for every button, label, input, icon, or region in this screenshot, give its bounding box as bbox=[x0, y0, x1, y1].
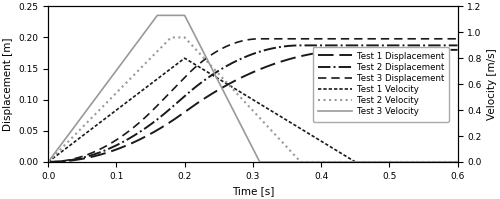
Test 1 Displacement bbox=[454, 49, 460, 51]
Line: Test 2 Displacement: Test 2 Displacement bbox=[48, 45, 458, 162]
Test 3 Displacement bbox=[244, 39, 250, 41]
Test 3 Displacement bbox=[442, 38, 448, 40]
Test 2 Velocity bbox=[244, 104, 250, 106]
Line: Test 3 Velocity: Test 3 Velocity bbox=[48, 15, 458, 162]
Test 3 Displacement bbox=[443, 38, 449, 40]
Test 3 Velocity bbox=[442, 161, 448, 163]
Test 3 Displacement bbox=[454, 38, 460, 40]
Test 1 Displacement bbox=[66, 160, 72, 162]
Test 3 Velocity bbox=[368, 161, 374, 163]
Test 2 Velocity bbox=[442, 161, 448, 163]
Test 2 Velocity bbox=[234, 92, 239, 94]
Test 2 Velocity bbox=[66, 139, 72, 142]
Test 3 Velocity bbox=[244, 137, 250, 139]
Test 3 Velocity bbox=[154, 14, 160, 17]
Test 1 Displacement bbox=[234, 79, 239, 81]
Test 3 Displacement bbox=[45, 161, 51, 163]
Test 1 Displacement bbox=[352, 49, 358, 51]
Test 3 Velocity bbox=[454, 161, 460, 163]
Test 2 Velocity bbox=[443, 161, 449, 163]
X-axis label: Time [s]: Time [s] bbox=[232, 186, 274, 196]
Test 1 Velocity bbox=[45, 161, 51, 163]
Test 1 Displacement bbox=[45, 161, 51, 163]
Test 2 Displacement bbox=[298, 44, 304, 47]
Test 1 Displacement bbox=[443, 49, 449, 51]
Test 2 Velocity bbox=[368, 161, 374, 163]
Test 2 Displacement bbox=[368, 44, 374, 47]
Legend: Test 1 Displacement, Test 2 Displacement, Test 3 Displacement, Test 1 Velocity, : Test 1 Displacement, Test 2 Displacement… bbox=[312, 47, 449, 122]
Test 3 Velocity bbox=[45, 161, 51, 163]
Test 2 Displacement bbox=[66, 159, 72, 162]
Y-axis label: Velocity [m/s]: Velocity [m/s] bbox=[487, 48, 497, 120]
Test 1 Velocity bbox=[66, 145, 72, 147]
Test 2 Displacement bbox=[442, 44, 448, 47]
Test 1 Displacement bbox=[244, 74, 250, 76]
Test 3 Velocity bbox=[234, 116, 239, 118]
Test 3 Displacement bbox=[234, 41, 239, 44]
Test 1 Displacement bbox=[368, 49, 374, 51]
Test 3 Displacement bbox=[368, 38, 374, 40]
Test 2 Displacement bbox=[234, 60, 239, 62]
Line: Test 3 Displacement: Test 3 Displacement bbox=[48, 39, 458, 162]
Test 3 Velocity bbox=[443, 161, 449, 163]
Test 3 Velocity bbox=[66, 133, 72, 135]
Test 1 Velocity bbox=[443, 161, 449, 163]
Test 1 Velocity bbox=[244, 95, 250, 98]
Test 1 Velocity bbox=[182, 57, 188, 60]
Test 2 Velocity bbox=[45, 161, 51, 163]
Test 1 Velocity bbox=[454, 161, 460, 163]
Test 3 Displacement bbox=[256, 38, 262, 40]
Test 3 Displacement bbox=[66, 159, 72, 161]
Test 2 Displacement bbox=[45, 161, 51, 163]
Line: Test 2 Velocity: Test 2 Velocity bbox=[48, 37, 458, 162]
Line: Test 1 Displacement: Test 1 Displacement bbox=[48, 50, 458, 162]
Test 1 Velocity bbox=[368, 161, 374, 163]
Test 2 Velocity bbox=[454, 161, 460, 163]
Test 2 Displacement bbox=[244, 55, 250, 57]
Test 2 Velocity bbox=[168, 36, 174, 39]
Y-axis label: Displacement [m]: Displacement [m] bbox=[3, 37, 13, 131]
Line: Test 1 Velocity: Test 1 Velocity bbox=[48, 58, 458, 162]
Test 1 Displacement bbox=[442, 49, 448, 51]
Test 1 Velocity bbox=[442, 161, 448, 163]
Test 1 Velocity bbox=[234, 89, 239, 91]
Test 2 Displacement bbox=[443, 44, 449, 47]
Test 2 Displacement bbox=[454, 44, 460, 47]
